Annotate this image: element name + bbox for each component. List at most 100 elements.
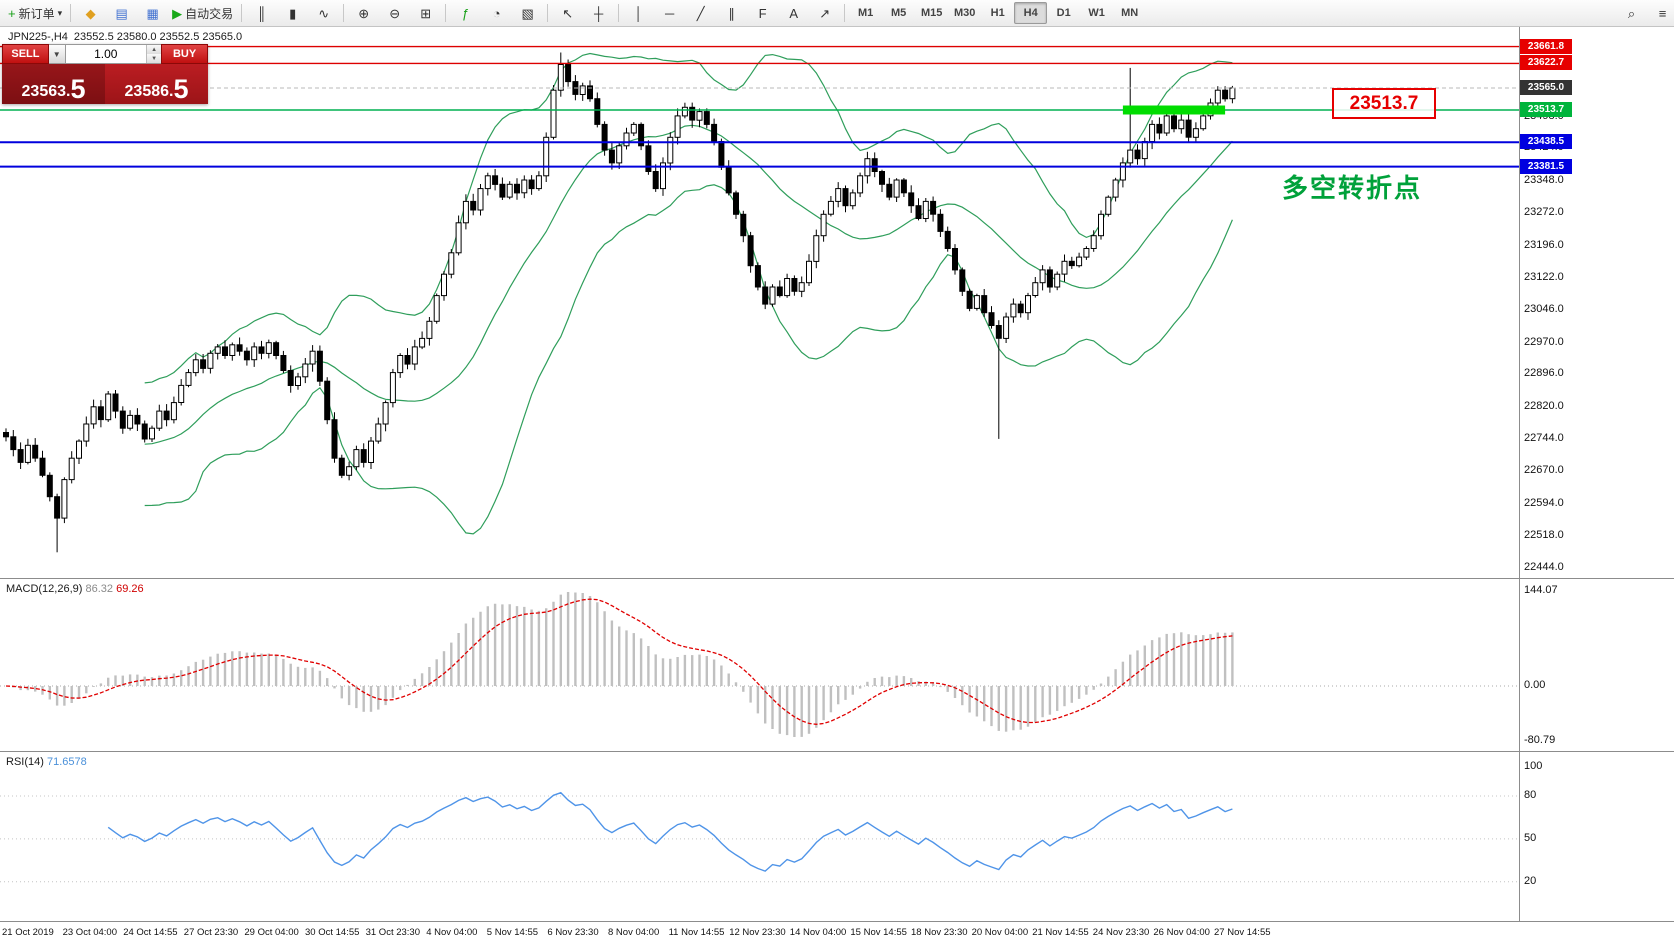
channel-icon: ∥ [728, 5, 735, 21]
search-icon: ⌕ [1627, 5, 1636, 21]
timeframe-w1[interactable]: W1 [1088, 7, 1105, 19]
volume-decrease-button[interactable]: ▼ [147, 54, 162, 63]
volume-stepper: ▲ ▼ [146, 45, 162, 63]
toolbar-separator [241, 4, 243, 22]
level-lines [0, 45, 1519, 168]
trendline-icon: ╱ [696, 5, 705, 21]
search-button[interactable]: ⌕ [1616, 1, 1647, 25]
timeframe-m5[interactable]: M5 [891, 7, 907, 19]
bars-chart-button[interactable]: ║ [246, 1, 277, 25]
indicators-button[interactable]: ƒ [450, 1, 481, 25]
toolbar-group: ↖ ┼ [552, 1, 614, 25]
toolbar-group: + 新订单 ▾ [4, 1, 66, 25]
toolbar-right-group: ⌕ ≡ [1616, 1, 1674, 25]
candles-chart-button[interactable]: ▮ [277, 1, 308, 25]
cursor-button[interactable]: ↖ [552, 1, 583, 25]
vertical-line-icon: │ [634, 5, 643, 21]
fibonacci-button[interactable]: F [747, 1, 778, 25]
toolbar-separator [547, 4, 549, 22]
rsi-indicator-label: RSI(14) 71.6578 [6, 756, 87, 768]
arrows-button[interactable]: ↗ [809, 1, 840, 25]
timeframe-m30[interactable]: M30 [953, 7, 976, 19]
crosshair-button[interactable]: ┼ [583, 1, 614, 25]
candles-chart-icon: ▮ [289, 5, 297, 21]
rsi-value: 71.6578 [46, 756, 87, 768]
toolbar-group: ║ ▮ ∿ [246, 1, 339, 25]
panel-divider[interactable] [0, 578, 1674, 579]
templates-icon: ▧ [521, 5, 534, 21]
zoom-in-icon: ⊕ [358, 5, 370, 21]
rsi-name: RSI(14) [6, 756, 44, 768]
volume-increase-button[interactable]: ▲ [147, 45, 162, 54]
toolbar-separator [343, 4, 345, 22]
fibonacci-icon: F [758, 5, 767, 21]
new-order-button[interactable]: + 新订单 ▾ [4, 1, 66, 25]
trendline-button[interactable]: ╱ [685, 1, 716, 25]
zoom-in-button[interactable]: ⊕ [348, 1, 379, 25]
autotrading-button-label: 自动交易 [185, 6, 234, 21]
autotrading-button[interactable]: ▶ 自动交易 [168, 1, 237, 25]
volume-box: ▲ ▼ [65, 44, 162, 64]
panel-divider[interactable] [0, 751, 1674, 752]
periods-button[interactable]: ◔ [481, 1, 512, 25]
data-window-button[interactable]: ▦ [137, 1, 168, 25]
timeframe-group: M1 M5 M15 M30 H1 H4 D1 W1 MN [849, 2, 1146, 24]
timeframe-m15[interactable]: M15 [920, 7, 943, 19]
periods-icon: ◔ [492, 5, 501, 21]
buy-price[interactable]: 23586. 5 [105, 64, 208, 104]
symbol-name: JPN225-,H4 [8, 31, 68, 43]
vertical-line-button[interactable]: │ [623, 1, 654, 25]
macd-name: MACD(12,26,9) [6, 583, 83, 595]
symbol-quote: 23552.5 23580.0 23552.5 23565.0 [73, 31, 243, 43]
text-button[interactable]: A [778, 1, 809, 25]
crosshair-icon: ┼ [594, 5, 604, 21]
macd-signal-line [5, 598, 1233, 725]
toolbar: + 新订单 ▾ ◆ ▤ ▦ ▶ 自动交易 ║ ▮ ∿ ⊕ ⊖ ⊞ ƒ ◔ ▧ ↖ ┼ │ ─ ╱ ∥ F A ↗ M1 M5 M15 M3… [0, 0, 1674, 27]
templates-button[interactable]: ▧ [512, 1, 543, 25]
zoom-out-icon: ⊖ [389, 5, 401, 21]
tile-windows-icon: ⊞ [420, 5, 432, 21]
volume-dropdown-button[interactable]: ▼ [48, 44, 66, 64]
rsi-panel [0, 791, 1519, 883]
timeframe-d1[interactable]: D1 [1056, 7, 1071, 19]
toolbar-group: ◆ ▤ ▦ ▶ 自动交易 [75, 1, 237, 25]
timeframe-h1[interactable]: H1 [990, 7, 1005, 19]
properties-button[interactable]: ≡ [1647, 1, 1674, 25]
properties-icon: ≡ [1658, 5, 1667, 21]
bollinger-upper-band [144, 52, 1233, 384]
buy-button[interactable]: BUY [161, 44, 209, 64]
sell-price-main: 23563. [21, 83, 71, 101]
pivot-note-text[interactable]: 多空转折点 [1282, 173, 1423, 203]
channel-button[interactable]: ∥ [716, 1, 747, 25]
line-chart-icon: ∿ [318, 5, 330, 21]
market-depth-button[interactable]: ▤ [106, 1, 137, 25]
macd-panel [0, 592, 1519, 737]
price-axis-border [1519, 26, 1520, 921]
sell-button[interactable]: SELL [2, 44, 49, 64]
favorites-icon-icon: ◆ [85, 5, 96, 21]
timeframe-h4[interactable]: H4 [1014, 2, 1048, 24]
symbol-ohlc-label: JPN225-,H4 23552.5 23580.0 23552.5 23565.… [8, 31, 248, 43]
horizontal-line-icon: ─ [665, 5, 675, 21]
text-icon: A [789, 5, 798, 21]
tile-windows-button[interactable]: ⊞ [410, 1, 441, 25]
bollinger-lower-band [144, 184, 1233, 535]
line-chart-button[interactable]: ∿ [308, 1, 339, 25]
toolbar-group: ƒ ◔ ▧ [450, 1, 543, 25]
volume-input[interactable] [65, 45, 147, 63]
buy-price-main: 23586. [124, 83, 174, 101]
timeframe-mn[interactable]: MN [1121, 7, 1139, 19]
toolbar-separator [844, 4, 846, 22]
zoom-out-button[interactable]: ⊖ [379, 1, 410, 25]
toolbar-group: ⊕ ⊖ ⊞ [348, 1, 441, 25]
horizontal-line-button[interactable]: ─ [654, 1, 685, 25]
favorites-icon[interactable]: ◆ [75, 1, 106, 25]
cursor-icon: ↖ [562, 5, 574, 21]
price-annotation-box[interactable]: 23513.7 [1332, 88, 1436, 119]
new-order-button-label: 新订单 [18, 6, 55, 21]
sell-price[interactable]: 23563. 5 [2, 64, 105, 104]
timeframe-m1[interactable]: M1 [858, 7, 874, 19]
macd-signal-value: 69.26 [116, 583, 144, 595]
